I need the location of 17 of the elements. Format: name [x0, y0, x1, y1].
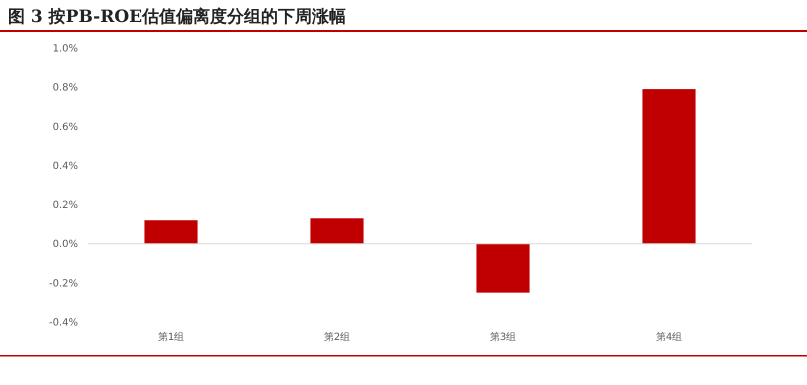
y-tick-label: -0.2% — [48, 278, 78, 290]
chart-title: 图 3 按PB-ROE估值偏离度分组的下周涨幅 — [8, 7, 346, 27]
x-tick-label: 第4组 — [656, 331, 682, 343]
y-tick-label: 1.0% — [52, 44, 78, 54]
y-tick-label: 0.2% — [52, 200, 78, 212]
bar — [642, 89, 696, 244]
y-tick-label: 0.0% — [52, 239, 78, 250]
bar — [310, 218, 364, 244]
y-tick-label: -0.4% — [48, 318, 78, 328]
x-tick-label: 第1组 — [158, 331, 184, 343]
y-tick-label: 0.6% — [52, 122, 78, 133]
bar — [476, 244, 530, 293]
bar — [144, 220, 198, 244]
y-tick-label: 0.8% — [52, 82, 78, 94]
x-tick-label: 第2组 — [324, 331, 350, 343]
y-tick-label: 0.4% — [52, 160, 78, 172]
x-tick-label: 第3组 — [490, 331, 516, 343]
